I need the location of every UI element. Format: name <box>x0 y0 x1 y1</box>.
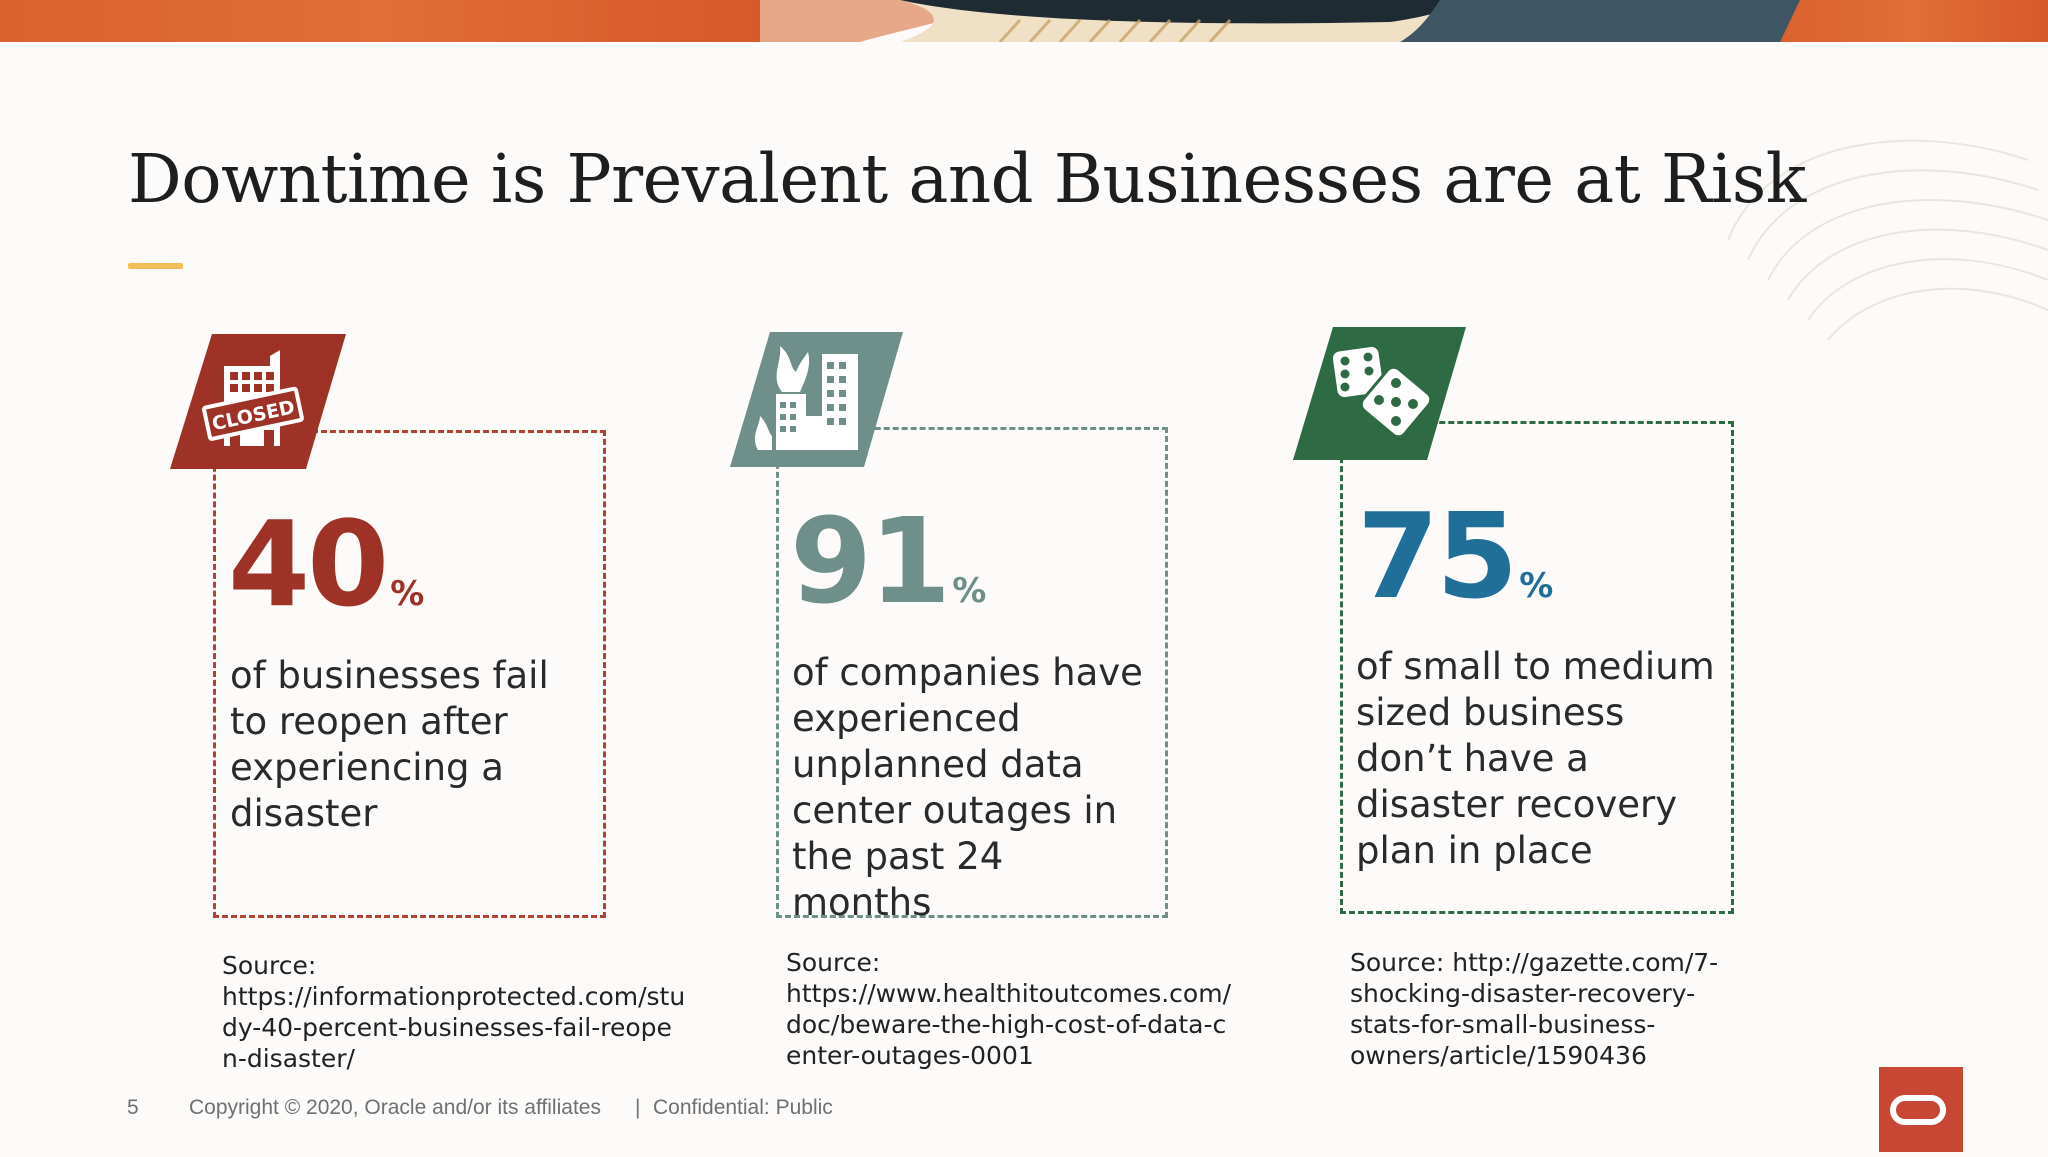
source-label: Source: <box>1350 948 1445 977</box>
source-url: http://gazette.com/7-shocking-disaster-r… <box>1350 948 1719 1070</box>
source-url: https://www.healthitoutcomes.com/doc/bew… <box>786 979 1231 1070</box>
header-banner <box>0 0 2048 42</box>
source-citation: Source: http://gazette.com/7-shocking-di… <box>1350 947 1765 1071</box>
stat-unit: % <box>390 574 425 614</box>
stat-number: 75 <box>1357 487 1518 625</box>
stat-description: of businesses fail to reopen after exper… <box>230 654 549 835</box>
source-citation: Source: https://informationprotected.com… <box>222 950 687 1074</box>
confidentiality-label: Confidential: Public <box>653 1096 833 1119</box>
source-label: Source: <box>786 948 881 977</box>
stat-number: 91 <box>790 492 951 630</box>
page-number: 5 <box>127 1096 139 1119</box>
stat-value-75: 75% <box>1357 497 1553 615</box>
stat-unit: % <box>1519 566 1554 606</box>
stat-unit: % <box>952 571 987 611</box>
stat-card-businesses <box>213 430 606 918</box>
banner-artwork <box>0 0 2048 42</box>
footer-separator: | <box>635 1096 641 1119</box>
stat-description: of companies have experienced unplanned … <box>792 651 1143 924</box>
stat-number: 40 <box>228 495 389 633</box>
stat-description: of small to medium sized business don’t … <box>1356 645 1715 872</box>
stat-value-91: 91% <box>790 502 986 620</box>
stat-card-recovery-plan <box>1340 421 1734 914</box>
closed-building-icon: CLOSED <box>170 334 346 474</box>
slide-title: Downtime is Prevalent and Businesses are… <box>128 140 1806 218</box>
copyright-notice: Copyright © 2020, Oracle and/or its affi… <box>189 1096 601 1119</box>
burning-buildings-icon <box>730 332 903 472</box>
source-citation: Source: https://www.healthitoutcomes.com… <box>786 947 1231 1071</box>
source-label: Source: <box>222 951 317 980</box>
source-url: https://informationprotected.com/study-4… <box>222 982 686 1073</box>
stat-value-40: 40% <box>228 505 424 623</box>
title-accent-bar <box>128 263 183 269</box>
dice-icon <box>1293 327 1466 465</box>
oracle-logo <box>1879 1067 1963 1152</box>
stat-card-outages <box>776 427 1168 918</box>
decorative-pattern <box>1727 139 2048 341</box>
